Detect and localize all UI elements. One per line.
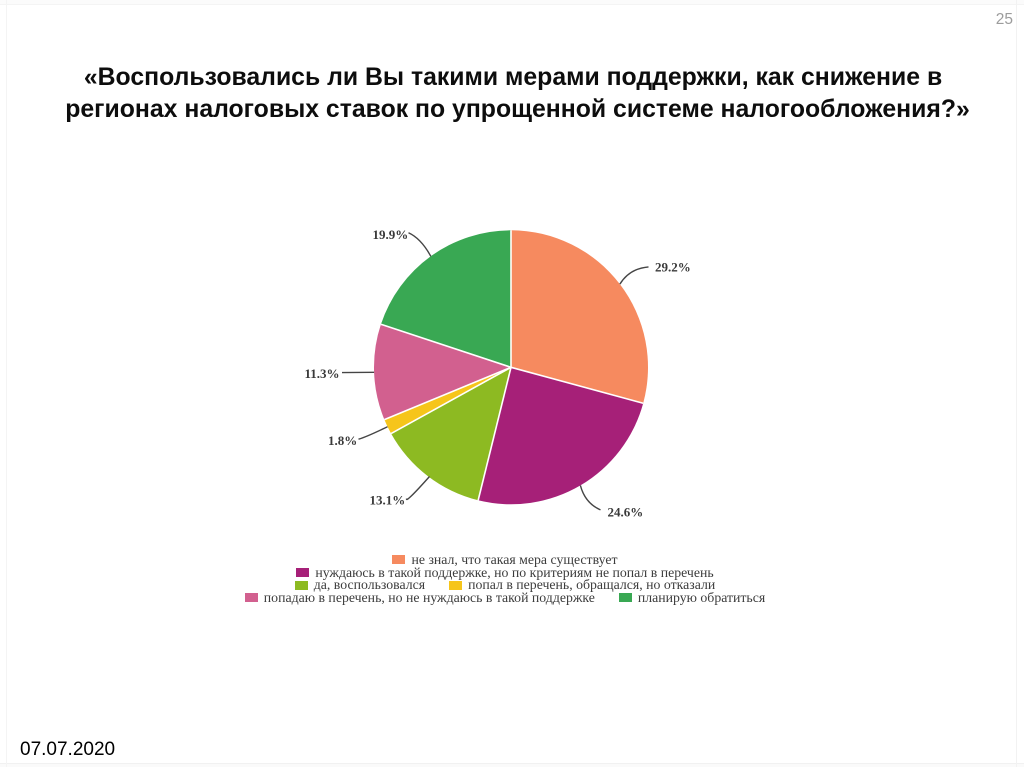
- svg-text:13.1%: 13.1%: [370, 493, 406, 508]
- svg-text:11.3%: 11.3%: [305, 366, 340, 381]
- svg-text:19.9%: 19.9%: [373, 227, 409, 242]
- svg-text:29.2%: 29.2%: [655, 260, 691, 275]
- svg-text:1.8%: 1.8%: [328, 433, 357, 448]
- svg-text:24.6%: 24.6%: [608, 505, 644, 520]
